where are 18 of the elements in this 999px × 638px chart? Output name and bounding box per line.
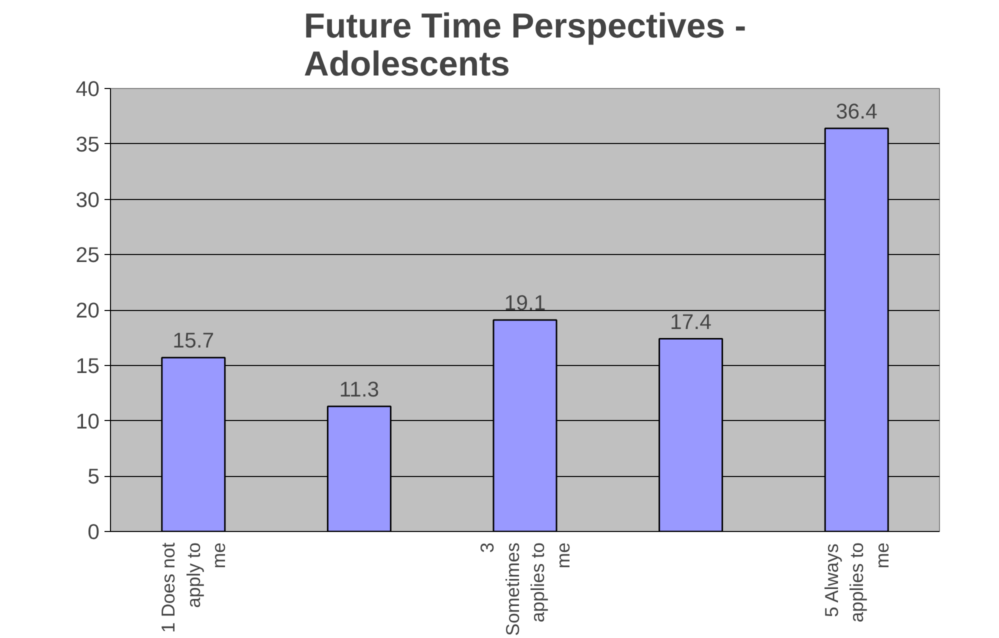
data-label: 36.4 xyxy=(836,99,878,124)
data-label: 19.1 xyxy=(504,290,546,315)
y-tick-label: 20 xyxy=(76,298,100,322)
x-tick-label: 1 Does not apply to me xyxy=(158,542,230,633)
y-tick-label: 5 xyxy=(88,464,100,489)
data-label: 17.4 xyxy=(670,310,712,334)
y-tick-label: 15 xyxy=(76,354,100,378)
chart-title: Future Time Perspectives - Adolescents xyxy=(304,8,746,84)
y-tick-label: 25 xyxy=(76,243,100,268)
y-tick-label: 10 xyxy=(76,409,100,434)
y-tick-label: 30 xyxy=(76,188,100,212)
x-tick-label: 5 Always applies to me xyxy=(820,542,892,622)
data-label: 15.7 xyxy=(172,328,214,353)
y-tick-label: 35 xyxy=(76,132,100,156)
y-tick-label: 40 xyxy=(76,77,100,101)
x-tick-label: 3 Sometimes applies to me xyxy=(476,542,574,636)
data-label: 11.3 xyxy=(339,377,380,402)
y-tick-label: 0 xyxy=(88,520,100,544)
